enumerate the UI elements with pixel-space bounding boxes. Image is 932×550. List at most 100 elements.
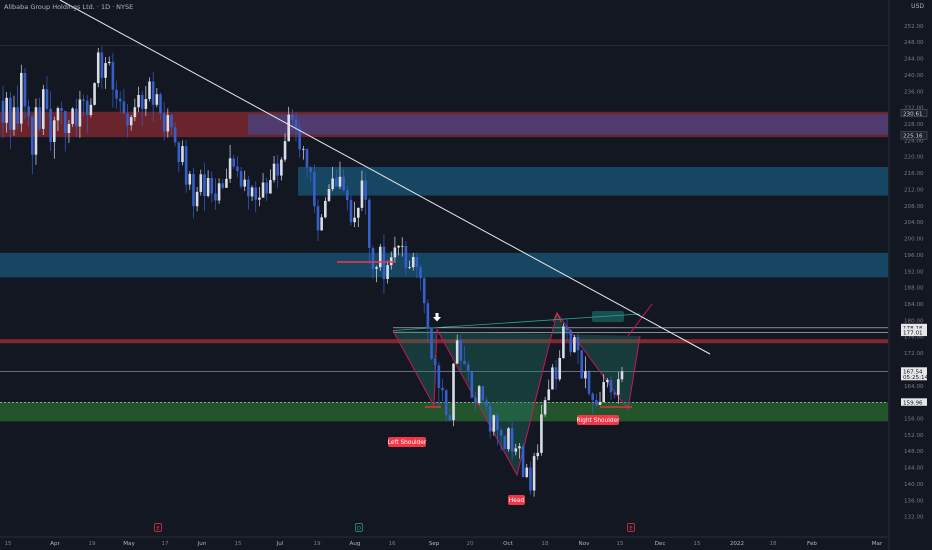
candle-body: [5, 97, 8, 123]
candle-body: [177, 142, 181, 163]
candle-body: [265, 182, 269, 194]
time-tick-label: Aug: [350, 541, 361, 547]
candle-body: [159, 94, 162, 114]
candle-body: [613, 392, 616, 395]
time-axis[interactable]: 15 Apr 19 May 17 Jun 15 Jul 19 Aug 16 Sep 20 Oct 18 Nov…: [0, 523, 889, 548]
candle-body: [67, 124, 71, 134]
candle-body: [162, 113, 166, 132]
candle-body: [422, 278, 426, 304]
candle-body: [448, 415, 452, 421]
peak-marker: [552, 312, 562, 323]
candle-body: [129, 117, 133, 126]
candle-body: [518, 446, 521, 449]
candle-body: [419, 267, 422, 279]
candle-body: [433, 358, 437, 366]
pattern-label-box: [577, 415, 619, 425]
candle-body: [496, 415, 499, 430]
candle-body: [166, 115, 170, 132]
candle-body: [151, 81, 155, 105]
candle-body: [543, 400, 547, 415]
candle-body: [525, 467, 529, 477]
time-tick-label: 19: [313, 541, 321, 547]
candle-body: [584, 371, 587, 379]
candle-body: [217, 183, 221, 201]
candle-body: [470, 371, 474, 398]
candle-body: [89, 104, 93, 116]
candle-body: [173, 127, 177, 143]
candle-body: [452, 363, 455, 421]
candle-body: [474, 397, 477, 403]
event-marker-icon: [355, 523, 363, 532]
price-tick-label: 144.00: [904, 466, 924, 472]
candle-body: [488, 406, 492, 432]
time-tick-label: Apr: [50, 541, 60, 547]
candle-body: [536, 452, 540, 457]
candle-body: [331, 178, 334, 190]
currency-label: USD: [911, 3, 924, 10]
price-tick-label: 180.00: [904, 318, 924, 324]
neckline: [392, 313, 641, 331]
candle-body: [254, 187, 258, 200]
candle-body: [96, 52, 100, 84]
candle-body: [360, 180, 364, 208]
candle-body: [349, 200, 353, 223]
time-tick-label: 15: [234, 541, 242, 547]
candle-body: [195, 191, 199, 207]
symbol-interval: 1D: [100, 3, 111, 11]
price-tick-label: 212.00: [904, 187, 924, 193]
time-tick-label: May: [123, 541, 135, 547]
symbol-header[interactable]: Alibaba Group Holdings Ltd. · 1D · NYSE: [4, 3, 134, 11]
price-badge-label: 230.61: [903, 111, 923, 117]
candle-body: [587, 371, 591, 394]
candle-body: [609, 380, 613, 393]
candle-body: [225, 178, 228, 188]
time-tick-label: 18: [541, 541, 549, 547]
candle-body: [576, 337, 580, 351]
price-tick-label: 252.00: [904, 24, 924, 30]
zone-green: [0, 402, 888, 422]
candle-body: [63, 110, 67, 134]
price-tick-label: 236.00: [904, 89, 924, 95]
candle-body: [573, 337, 576, 353]
time-tick-label: 18: [769, 541, 777, 547]
candle-body: [353, 217, 356, 223]
candle-body: [261, 182, 265, 198]
candle-body: [602, 382, 605, 403]
price-tick-label: 164.00: [904, 384, 924, 390]
candle-body: [269, 180, 272, 194]
candle-body: [107, 61, 111, 64]
candle-body: [404, 245, 408, 268]
price-badge-label: 159.96: [903, 400, 923, 406]
candle-body: [298, 128, 301, 150]
candle-body: [562, 326, 565, 358]
candle-body: [302, 148, 305, 150]
candle-body: [38, 107, 41, 129]
time-tick-label: 2022: [730, 541, 744, 547]
candle-body: [466, 364, 470, 372]
candle-body: [243, 179, 247, 187]
event-marker-label: E: [156, 526, 159, 532]
price-axis[interactable]: USD 132.00 136.00 140.00 144.00 148.00 152.00 1…: [888, 0, 932, 550]
candle-body: [228, 158, 232, 179]
candle-body: [181, 146, 184, 163]
price-tick-label: 140.00: [904, 482, 924, 488]
price-tick-label: 200.00: [904, 237, 924, 243]
candle-body: [481, 386, 485, 401]
candle-body: [144, 99, 148, 109]
candle-body: [400, 245, 404, 247]
candle-body: [221, 183, 225, 188]
candle-body: [459, 340, 463, 361]
candle-body: [444, 390, 448, 416]
price-tick-label: 232.00: [904, 106, 924, 112]
candle-body: [199, 174, 203, 192]
candle-body: [27, 106, 30, 117]
candle-body: [31, 116, 34, 155]
time-tick-label: 19: [88, 541, 96, 547]
candle-body: [1, 100, 5, 123]
zone-blue: [298, 166, 888, 196]
price-badge: [900, 131, 928, 140]
trendline: [59, 0, 711, 355]
pattern-outline: [392, 311, 641, 477]
candle-body: [320, 217, 323, 231]
